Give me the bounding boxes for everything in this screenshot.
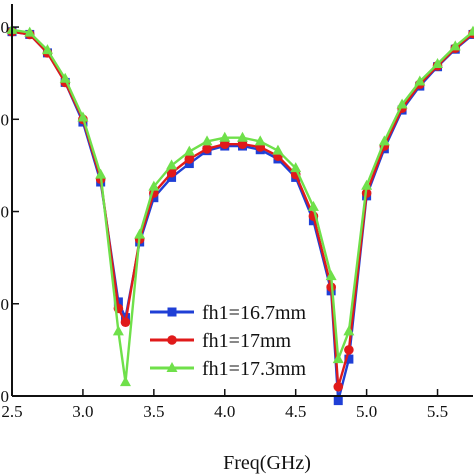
data-point-square	[167, 307, 177, 317]
data-point-square	[344, 354, 354, 364]
y-tick-label: 0	[1, 203, 10, 222]
data-point-triangle	[148, 180, 160, 191]
data-point-circle	[219, 139, 230, 149]
data-point-circle	[344, 345, 354, 355]
data-point-square	[333, 396, 343, 406]
data-point-triangle	[307, 200, 319, 211]
legend-item: fh1=17mm	[150, 330, 291, 352]
data-point-triangle	[325, 270, 337, 281]
data-point-circle	[167, 335, 177, 345]
legend-item: fh1=17.3mm	[150, 358, 306, 380]
axis-layer: 2.5 3.0 3.5 4.0 4.5 5.0 5.5 0 0 0 0 0	[1, 4, 473, 421]
data-point-triangle	[343, 325, 355, 336]
x-axis-title: Freq(GHz)	[223, 452, 311, 474]
series-layer	[6, 23, 474, 406]
legend: fh1=16.7mm fh1=17mm fh1=17.3mm	[150, 302, 306, 380]
legend-item: fh1=16.7mm	[150, 302, 306, 324]
x-tick-label: 5.0	[356, 402, 377, 421]
data-point-circle	[333, 381, 344, 392]
plot-background	[12, 4, 473, 396]
x-tick-label: 2.5	[1, 402, 22, 421]
data-point-triangle	[449, 40, 461, 51]
data-point-triangle	[201, 135, 213, 146]
data-point-triangle	[59, 72, 71, 83]
data-point-triangle	[332, 353, 344, 364]
data-point-triangle	[95, 168, 107, 179]
data-point-circle	[120, 317, 131, 328]
data-point-triangle	[183, 145, 195, 156]
data-point-triangle	[112, 325, 124, 336]
y-tick-label: 0	[1, 18, 10, 37]
data-point-triangle	[24, 26, 36, 37]
data-point-triangle	[119, 376, 131, 387]
data-point-circle	[166, 167, 177, 178]
data-point-triangle	[166, 362, 178, 372]
data-point-triangle	[272, 144, 284, 155]
data-point-triangle	[237, 131, 248, 142]
data-point-triangle	[77, 111, 89, 122]
data-point-circle	[184, 154, 195, 164]
plot-frame	[12, 4, 473, 396]
x-tick-label: 3.0	[72, 402, 93, 421]
data-point-triangle	[414, 75, 426, 86]
legend-label: fh1=17.3mm	[202, 358, 306, 380]
data-point-triangle	[219, 131, 231, 142]
data-point-triangle	[290, 162, 302, 173]
data-point-triangle	[396, 98, 408, 109]
data-point-triangle	[166, 159, 178, 170]
data-point-triangle	[41, 44, 53, 55]
y-tick-label: 0	[1, 295, 10, 314]
data-point-triangle	[134, 228, 146, 239]
data-point-triangle	[378, 135, 390, 146]
data-point-circle	[237, 139, 248, 149]
data-point-circle	[202, 144, 212, 154]
data-point-triangle	[432, 57, 444, 68]
legend-label: fh1=17mm	[202, 330, 291, 352]
data-point-triangle	[467, 25, 474, 36]
y-tick-label: 0	[1, 110, 10, 129]
x-tick-label: 5.5	[427, 402, 448, 421]
x-tick-label: 4.5	[285, 402, 306, 421]
series-3	[6, 23, 474, 387]
x-tick-label: 3.5	[143, 402, 164, 421]
y-tick-label: 0	[1, 387, 10, 406]
x-tick-label: 4.0	[214, 402, 235, 421]
data-point-triangle	[361, 179, 373, 190]
data-point-triangle	[254, 135, 266, 146]
legend-label: fh1=16.7mm	[202, 302, 306, 324]
